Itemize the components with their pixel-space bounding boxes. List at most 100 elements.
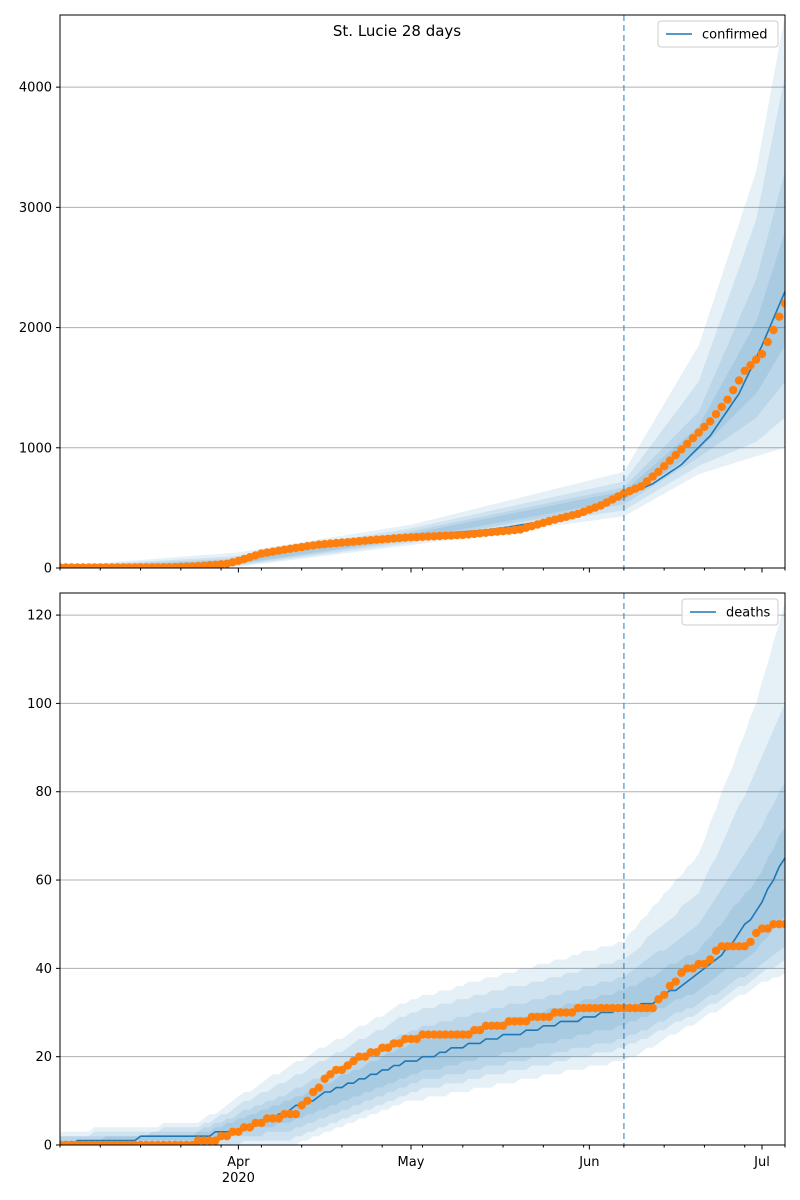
observed-point bbox=[378, 1043, 387, 1053]
observed-point bbox=[550, 1008, 559, 1017]
observed-point bbox=[274, 1114, 283, 1123]
observed-point bbox=[740, 942, 749, 951]
observed-point bbox=[769, 325, 778, 335]
observed-point bbox=[337, 1065, 347, 1075]
observed-point bbox=[383, 1043, 393, 1053]
observed-point bbox=[291, 1109, 301, 1119]
observed-point bbox=[775, 920, 784, 929]
y-tick-label: 20 bbox=[35, 1050, 52, 1065]
x-tick-label: Jun bbox=[578, 1155, 599, 1170]
observed-point bbox=[234, 1127, 243, 1137]
observed-point bbox=[222, 1132, 232, 1141]
y-tick-label: 100 bbox=[27, 697, 52, 712]
observed-point bbox=[688, 434, 698, 443]
observed-point bbox=[740, 366, 749, 375]
y-tick-label: 1000 bbox=[19, 441, 52, 456]
observed-point bbox=[706, 417, 715, 426]
observed-point bbox=[648, 1003, 657, 1013]
observed-point bbox=[746, 937, 755, 947]
legend-label: deaths bbox=[726, 606, 771, 621]
observed-point bbox=[303, 1096, 312, 1106]
observed-point bbox=[314, 1083, 324, 1092]
observed-point bbox=[395, 1039, 404, 1048]
observed-point bbox=[567, 1008, 577, 1017]
observed-point bbox=[355, 1052, 364, 1061]
observed-point bbox=[228, 1127, 237, 1137]
observed-point bbox=[717, 402, 726, 412]
observed-point bbox=[199, 1136, 208, 1145]
observed-point bbox=[625, 1003, 634, 1013]
y-tick-label: 40 bbox=[35, 962, 52, 977]
observed-point bbox=[516, 1017, 525, 1026]
x-tick-label: May bbox=[398, 1155, 425, 1170]
observed-point bbox=[780, 920, 785, 929]
observed-point bbox=[412, 1034, 421, 1044]
observed-point bbox=[780, 299, 785, 308]
observed-point bbox=[452, 1030, 462, 1039]
observed-point bbox=[429, 1030, 439, 1039]
observed-point bbox=[389, 1039, 398, 1048]
observed-point bbox=[539, 1012, 548, 1022]
observed-point bbox=[729, 385, 738, 395]
observed-point bbox=[498, 1021, 508, 1030]
y-tick-label: 60 bbox=[35, 874, 52, 889]
y-tick-label: 2000 bbox=[19, 321, 52, 336]
observed-point bbox=[671, 977, 680, 986]
observed-point bbox=[493, 1021, 502, 1030]
legend-box bbox=[657, 20, 779, 48]
observed-point bbox=[631, 1003, 640, 1013]
y-tick-label: 3000 bbox=[19, 201, 52, 216]
observed-point bbox=[694, 428, 703, 437]
x-tick-label: Apr bbox=[227, 1155, 250, 1170]
observed-point bbox=[711, 946, 721, 955]
observed-point bbox=[752, 928, 761, 938]
observed-point bbox=[688, 964, 698, 973]
observed-point bbox=[418, 1030, 427, 1039]
observed-point bbox=[746, 361, 755, 370]
observed-point bbox=[280, 1109, 289, 1119]
observed-point bbox=[326, 1070, 335, 1079]
observed-point bbox=[297, 1101, 306, 1110]
observed-point bbox=[579, 1003, 588, 1013]
observed-point bbox=[245, 1123, 255, 1132]
observed-point bbox=[257, 1118, 266, 1128]
observed-point bbox=[613, 1003, 623, 1013]
observed-point bbox=[763, 337, 772, 347]
observed-point bbox=[660, 462, 669, 471]
observed-point bbox=[660, 990, 669, 1000]
observed-point bbox=[487, 1021, 496, 1030]
y-tick-label: 0 bbox=[44, 1139, 52, 1154]
observed-point bbox=[320, 1074, 329, 1084]
observed-point bbox=[642, 477, 652, 486]
uncertainty-band bbox=[60, 703, 785, 1145]
legend-box bbox=[681, 598, 779, 626]
observed-point bbox=[504, 1017, 513, 1026]
observed-point bbox=[262, 1114, 272, 1123]
uncertainty-band bbox=[60, 15, 785, 568]
observed-point bbox=[763, 924, 772, 933]
observed-point bbox=[665, 981, 675, 991]
legend: deaths bbox=[681, 598, 779, 626]
y-tick-label: 4000 bbox=[19, 81, 52, 96]
observed-point bbox=[637, 482, 646, 491]
observed-point bbox=[654, 995, 663, 1004]
observed-point bbox=[752, 355, 761, 364]
observed-point bbox=[757, 349, 767, 359]
observed-point bbox=[677, 445, 686, 454]
uncertainty-band bbox=[60, 827, 785, 1145]
observed-point bbox=[775, 312, 784, 321]
observed-point bbox=[706, 955, 715, 964]
observed-point bbox=[372, 1048, 381, 1057]
observed-point bbox=[677, 968, 686, 977]
observed-point bbox=[366, 1048, 375, 1057]
uncertainty-band bbox=[60, 171, 785, 568]
observed-point bbox=[665, 456, 675, 465]
observed-point bbox=[216, 1132, 226, 1141]
legend-label: confirmed bbox=[702, 28, 768, 43]
observed-point bbox=[441, 1030, 450, 1039]
plot-area bbox=[60, 601, 785, 1145]
y-tick-label: 120 bbox=[27, 609, 52, 624]
observed-point bbox=[211, 1136, 220, 1145]
